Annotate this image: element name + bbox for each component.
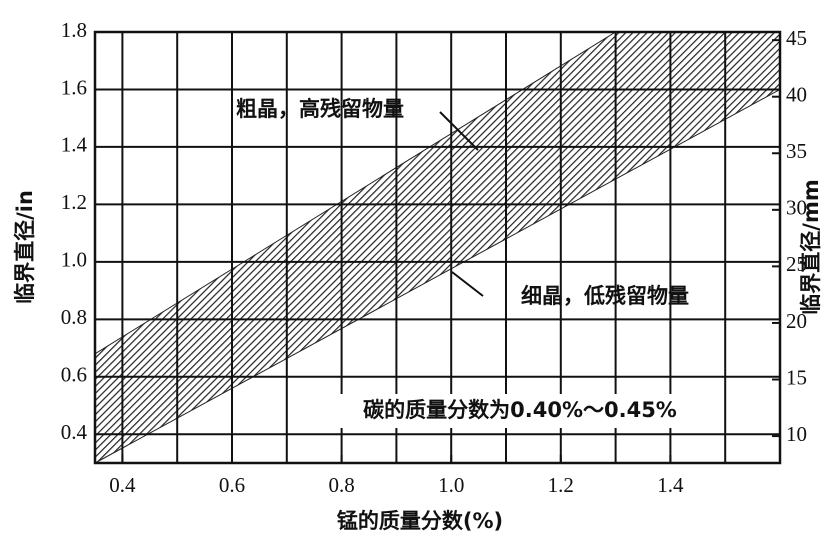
- plot-frame: [93, 30, 782, 465]
- x-tick-label: 1.4: [657, 473, 684, 497]
- note: 碳的质量分数为0.40%～0.45%: [363, 398, 677, 422]
- x-tick-label: 0.6: [219, 473, 245, 497]
- y2-tick-label: 10: [786, 422, 807, 446]
- y-tick-label: 1.8: [61, 18, 87, 42]
- y2-axis-label: 临界直径/mm: [799, 179, 823, 314]
- arrow: [451, 271, 484, 297]
- x-tick-label: 0.4: [109, 473, 136, 497]
- y-tick-label: 0.4: [61, 420, 88, 444]
- annotation: 粗晶，高残留物量: [236, 97, 404, 121]
- x-axis-label: 锰的质量分数(%): [337, 509, 503, 533]
- x-tick-label: 1.0: [438, 473, 464, 497]
- annotation: 细晶，低残留物量: [521, 284, 689, 308]
- y-tick-label: 0.6: [61, 363, 87, 387]
- y-tick-label: 1.6: [61, 75, 87, 99]
- y-tick-label: 1.0: [61, 248, 87, 272]
- y-tick-label: 1.4: [61, 133, 88, 157]
- y2-tick-label: 15: [786, 365, 807, 389]
- x-tick-label: 0.8: [328, 473, 354, 497]
- y-tick-label: 0.8: [61, 305, 87, 329]
- y2-tick-label: 45: [786, 26, 807, 50]
- arrow: [439, 111, 479, 151]
- x-tick-label: 1.2: [548, 473, 574, 497]
- y2-tick-label: 25: [786, 252, 807, 276]
- band-area: [95, 32, 780, 463]
- y2-tick-label: 40: [786, 83, 807, 107]
- y2-tick-label: 20: [786, 309, 807, 333]
- y-axis-label: 临界直径/in: [13, 190, 37, 304]
- y-tick-label: 1.2: [61, 190, 87, 214]
- y2-tick-label: 35: [786, 139, 807, 163]
- note-box: [318, 394, 722, 428]
- y2-tick-label: 30: [786, 196, 807, 220]
